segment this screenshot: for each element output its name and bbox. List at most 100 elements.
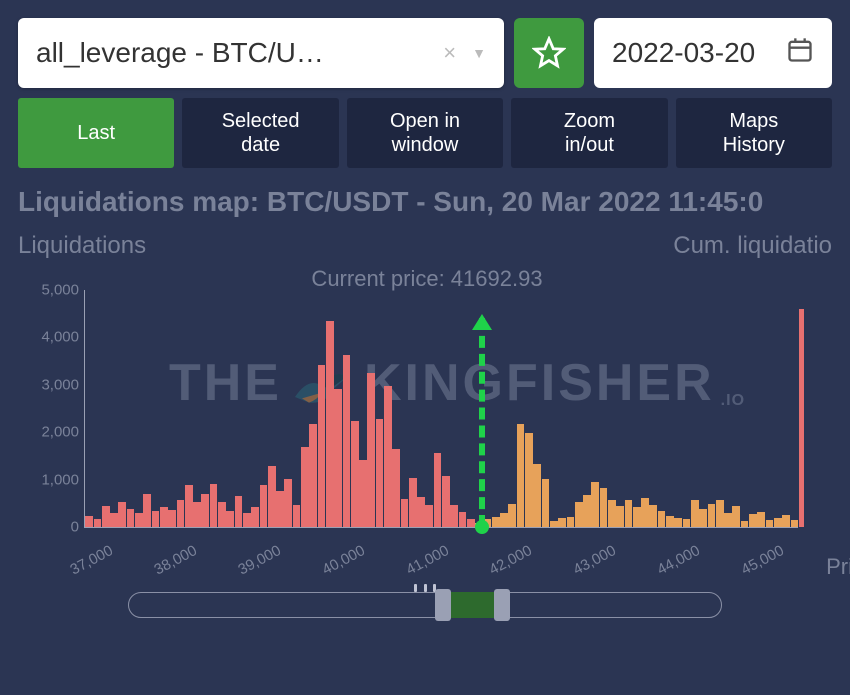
bar	[791, 520, 799, 527]
bar	[442, 476, 450, 527]
bar	[127, 509, 135, 527]
bar	[450, 505, 458, 527]
bar	[459, 512, 467, 527]
bar	[558, 518, 566, 527]
bar	[301, 447, 309, 527]
bar	[674, 518, 682, 527]
bar	[583, 495, 591, 527]
x-tick: 40,000	[319, 542, 368, 579]
y-right-axis-label: Cum. liquidatio	[673, 232, 832, 260]
bar	[293, 505, 301, 527]
bar	[533, 464, 541, 527]
bar	[575, 502, 583, 527]
chart-title: Liquidations map: BTC/USDT - Sun, 20 Mar…	[18, 186, 832, 218]
bar	[351, 421, 359, 527]
current-price-arrow-icon	[472, 314, 492, 330]
bar	[110, 513, 118, 527]
tab-open-in-window[interactable]: Open in window	[347, 98, 503, 168]
tab-maps-history[interactable]: Maps History	[676, 98, 832, 168]
bar	[226, 511, 234, 527]
bar	[401, 499, 409, 527]
current-price-dot-icon	[475, 520, 489, 534]
x-tick: 39,000	[235, 542, 284, 579]
tab-last[interactable]: Last	[18, 98, 174, 168]
x-tick: 45,000	[738, 542, 787, 579]
bar	[608, 500, 616, 527]
bar	[666, 516, 674, 527]
chevron-down-icon[interactable]: ▼	[472, 45, 486, 61]
date-picker[interactable]: 2022-03-20	[594, 18, 832, 88]
bar	[732, 506, 740, 527]
symbol-dropdown-text: all_leverage - BTC/U…	[36, 37, 427, 69]
bar	[343, 355, 351, 527]
bar	[467, 519, 475, 527]
bar	[152, 511, 160, 527]
bar	[268, 466, 276, 527]
cum-liquidation-bar	[799, 309, 804, 527]
bar	[409, 478, 417, 527]
bar	[434, 453, 442, 527]
bar	[102, 506, 110, 527]
bar	[500, 513, 508, 527]
bar	[118, 502, 126, 527]
bar	[542, 479, 550, 527]
bar	[359, 460, 367, 527]
chart-plot[interactable]: 01,0002,0003,0004,0005,00037,00038,00039…	[84, 290, 798, 528]
bar	[600, 488, 608, 527]
bar	[591, 482, 599, 527]
bar	[425, 505, 433, 527]
bar	[658, 511, 666, 527]
date-value: 2022-03-20	[612, 37, 755, 69]
star-icon	[532, 36, 566, 70]
bar	[235, 496, 243, 527]
bar	[782, 515, 790, 527]
bar	[757, 512, 765, 527]
tab-zoom-inout[interactable]: Zoom in/out	[511, 98, 667, 168]
bar	[276, 491, 284, 527]
x-tick: 44,000	[655, 542, 704, 579]
calendar-icon	[786, 36, 814, 71]
x-axis-label: Pric	[826, 554, 850, 580]
clear-icon[interactable]: ×	[437, 40, 462, 66]
favorite-button[interactable]	[514, 18, 584, 88]
bar	[649, 505, 657, 527]
bar	[683, 519, 691, 527]
bar	[384, 386, 392, 527]
bar	[766, 520, 774, 527]
y-tick: 2,000	[25, 424, 79, 441]
bar	[318, 365, 326, 527]
bar	[517, 424, 525, 527]
x-tick: 37,000	[67, 542, 116, 579]
bar	[367, 373, 375, 527]
bar	[177, 500, 185, 527]
bar	[143, 494, 151, 527]
bar	[284, 479, 292, 527]
x-tick: 43,000	[571, 542, 620, 579]
x-tick: 41,000	[403, 542, 452, 579]
y-tick: 5,000	[25, 282, 79, 299]
bar	[309, 424, 317, 527]
bar	[201, 494, 209, 527]
bar	[168, 510, 176, 527]
bar	[260, 485, 268, 527]
range-slider[interactable]	[128, 592, 722, 618]
bar	[708, 504, 716, 527]
slider-track	[128, 592, 722, 618]
y-tick: 0	[25, 519, 79, 536]
bar	[492, 517, 500, 527]
bar	[85, 516, 93, 527]
bar	[641, 498, 649, 527]
y-left-axis-label: Liquidations	[18, 232, 146, 260]
symbol-dropdown[interactable]: all_leverage - BTC/U… × ▼	[18, 18, 504, 88]
bar	[417, 497, 425, 527]
bar	[508, 504, 516, 527]
bar	[376, 419, 384, 527]
slider-handle-left[interactable]	[435, 589, 451, 621]
bar	[716, 500, 724, 527]
bar	[625, 500, 633, 527]
slider-handle-right[interactable]	[494, 589, 510, 621]
bar	[243, 513, 251, 527]
current-price-label: Current price: 41692.93	[311, 266, 542, 292]
tab-selected-date[interactable]: Selected date	[182, 98, 338, 168]
bar	[334, 389, 342, 527]
